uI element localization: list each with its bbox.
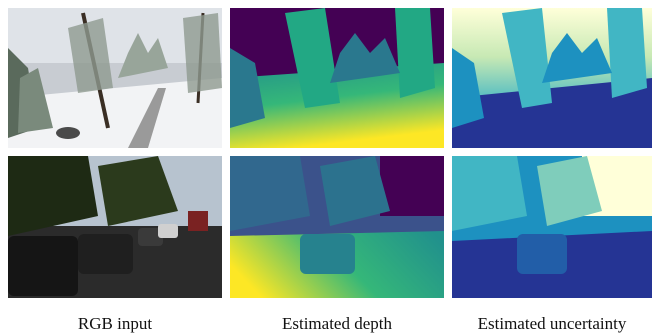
rgb-input-caption: RGB input — [77, 314, 153, 333]
rgb-input-snow-image — [8, 8, 222, 148]
estimated-depth-street-image — [230, 156, 444, 298]
estimated-depth-snow-image — [230, 8, 444, 148]
estimated-uncertainty-street-image — [452, 156, 652, 298]
rgb-input-street-image — [8, 156, 222, 298]
estimated-uncertainty-caption: Estimated uncertainty — [477, 314, 627, 333]
estimated-uncertainty-snow-image — [452, 8, 652, 148]
estimated-depth-caption: Estimated depth — [281, 314, 392, 333]
